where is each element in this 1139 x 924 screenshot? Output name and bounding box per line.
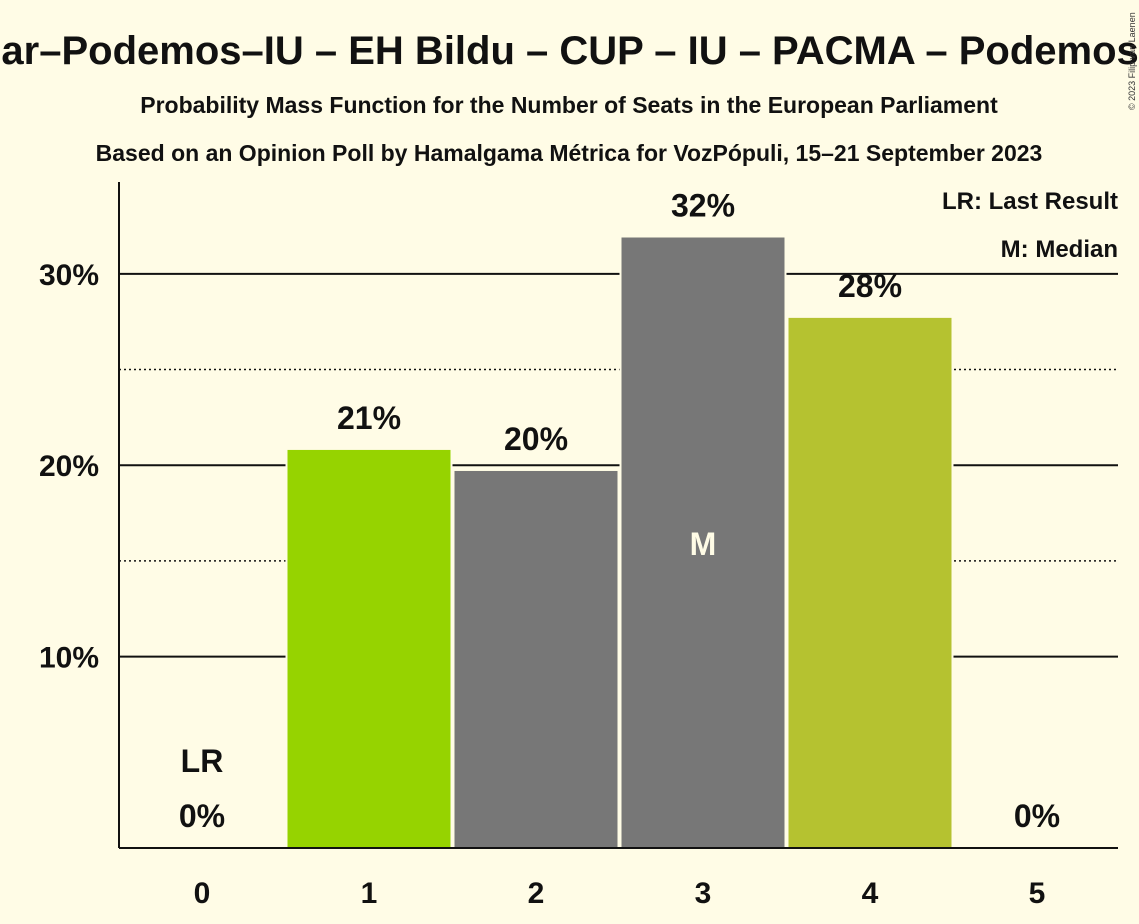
bar (287, 449, 451, 848)
last-result-marker: LR (181, 743, 224, 779)
chart-subtitle-2: Based on an Opinion Poll by Hamalgama Mé… (96, 140, 1043, 166)
bar-value-label: 20% (504, 421, 568, 457)
bar (454, 470, 618, 848)
axis-tick-labels: 10% 20% 30% 0 1 2 3 4 5 (39, 259, 1045, 910)
y-tick-label: 30% (39, 259, 99, 292)
bar-value-label: 0% (1014, 798, 1060, 834)
bar-gap (953, 692, 1121, 848)
bar-value-label: 21% (337, 400, 401, 436)
x-tick-label: 3 (695, 877, 712, 910)
chart-subtitle-1: Probability Mass Function for the Number… (140, 92, 998, 118)
median-marker: M (690, 526, 717, 562)
x-tick-label: 0 (194, 877, 211, 910)
bars (118, 237, 1121, 849)
x-tick-label: 2 (528, 877, 545, 910)
chart-title: Sumar–Podemos–IU – EH Bildu – CUP – IU –… (0, 29, 1139, 73)
x-tick-label: 4 (862, 877, 879, 910)
copyright-notice: © 2023 Filip van Laenen (1127, 12, 1137, 110)
bar-gap (118, 692, 286, 848)
bar (621, 237, 785, 848)
bar (788, 317, 952, 849)
bar-value-label: 28% (838, 268, 902, 304)
x-tick-label: 1 (361, 877, 378, 910)
legend-last-result: LR: Last Result (942, 188, 1118, 215)
y-tick-label: 10% (39, 642, 99, 675)
bar-value-label: 32% (671, 188, 735, 224)
bar-value-label: 0% (179, 798, 225, 834)
y-tick-label: 20% (39, 450, 99, 483)
x-tick-label: 5 (1029, 877, 1046, 910)
value-labels: 0% 21% 20% 32% 28% 0% LR M (179, 188, 1060, 835)
legend-median: M: Median (1001, 236, 1118, 263)
